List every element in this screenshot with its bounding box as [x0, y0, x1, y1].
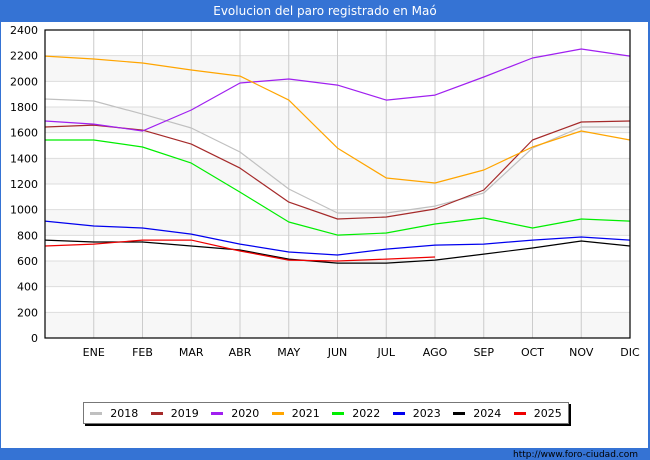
- legend-swatch: [90, 412, 102, 415]
- legend-item-2022: 2022: [332, 407, 380, 420]
- legend-item-2025: 2025: [514, 407, 562, 420]
- y-tick-label: 800: [17, 229, 38, 242]
- x-tick-label: SEP: [473, 346, 494, 359]
- legend-swatch: [272, 412, 284, 415]
- y-tick-label: 1800: [10, 101, 38, 114]
- x-tick-label: ABR: [229, 346, 252, 359]
- x-tick-label: MAR: [179, 346, 204, 359]
- source-url: http://www.foro-ciudad.com: [513, 450, 638, 460]
- legend-item-2024: 2024: [453, 407, 501, 420]
- x-tick-label: DIC: [620, 346, 640, 359]
- line-chart: 0 200 400 600 800 1000 1200 1400 1600 1800 2000 220…: [1, 22, 648, 448]
- y-tick-label: 200: [17, 306, 38, 319]
- y-tick-label: 2200: [10, 50, 38, 63]
- chart-title: Evolucion del paro registrado en Maó: [0, 0, 650, 22]
- y-tick-label: 1000: [10, 204, 38, 217]
- legend-label: 2022: [352, 407, 380, 420]
- legend-swatch: [514, 412, 526, 415]
- legend-label: 2020: [231, 407, 259, 420]
- x-tick-label: AGO: [423, 346, 448, 359]
- x-tick-label: JUN: [327, 346, 348, 359]
- y-tick-label: 1200: [10, 178, 38, 191]
- x-tick-label: NOV: [569, 346, 594, 359]
- y-tick-label: 1400: [10, 152, 38, 165]
- y-tick-label: 400: [17, 281, 38, 294]
- legend-label: 2025: [534, 407, 562, 420]
- y-tick-label: 1600: [10, 127, 38, 140]
- y-tick-label: 0: [31, 332, 38, 345]
- y-tick-label: 2000: [10, 75, 38, 88]
- x-tick-label: MAY: [277, 346, 300, 359]
- legend-item-2018: 2018: [90, 407, 138, 420]
- legend-label: 2024: [473, 407, 501, 420]
- legend-label: 2018: [110, 407, 138, 420]
- y-tick-label: 2400: [10, 24, 38, 37]
- x-tick-label: FEB: [132, 346, 153, 359]
- legend-item-2023: 2023: [393, 407, 441, 420]
- legend-swatch: [332, 412, 344, 415]
- legend-swatch: [151, 412, 163, 415]
- legend-swatch: [211, 412, 223, 415]
- legend-label: 2019: [171, 407, 199, 420]
- legend-item-2021: 2021: [272, 407, 320, 420]
- legend-swatch: [453, 412, 465, 415]
- legend-label: 2023: [413, 407, 441, 420]
- x-tick-label: JUL: [377, 346, 396, 359]
- y-tick-label: 600: [17, 255, 38, 268]
- chart-canvas: 0 200 400 600 800 1000 1200 1400 1600 1800 2000 220…: [1, 22, 648, 448]
- legend-item-2020: 2020: [211, 407, 259, 420]
- x-tick-label: OCT: [521, 346, 544, 359]
- legend-item-2019: 2019: [151, 407, 199, 420]
- x-tick-label: ENE: [83, 346, 105, 359]
- legend-label: 2021: [292, 407, 320, 420]
- chart-legend: 2018 2019 2020 2021 2022 2023 2024 2025: [83, 402, 569, 424]
- legend-swatch: [393, 412, 405, 415]
